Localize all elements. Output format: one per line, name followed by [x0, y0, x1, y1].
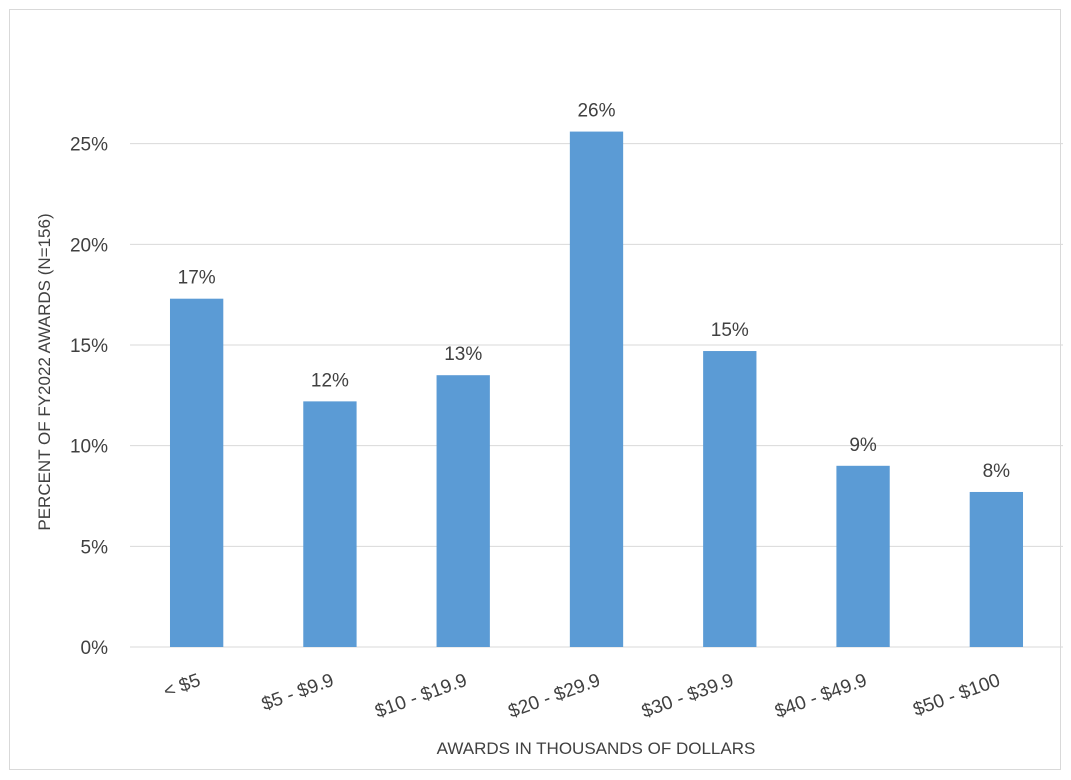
bar: [169, 298, 224, 647]
y-tick-label: 15%: [70, 336, 108, 357]
bar: [569, 131, 624, 647]
x-axis-ticks: < $5 $5 - $9.9 $10 - $19.9 $20 - $29.9 $30 -…: [161, 670, 1003, 723]
bar: [436, 375, 490, 647]
y-tick-label: 5%: [81, 537, 109, 558]
bar: [969, 491, 1024, 647]
data-label: 12%: [311, 370, 349, 391]
x-tick-label: $50 - $100: [911, 670, 1004, 721]
y-tick-label: 20%: [70, 235, 108, 256]
bar: [303, 401, 357, 647]
x-tick-label: $5 - $9.9: [259, 670, 337, 715]
x-tick-label: $40 - $49.9: [772, 670, 870, 723]
data-label: 17%: [178, 268, 216, 289]
data-label: 9%: [849, 435, 877, 456]
bar: [836, 465, 890, 647]
data-label: 15%: [711, 320, 749, 341]
x-tick-label: $20 - $29.9: [506, 670, 604, 723]
x-tick-label: $30 - $39.9: [639, 670, 737, 723]
bars: [169, 131, 1024, 647]
x-axis-title: AWARDS IN THOUSANDS OF DOLLARS: [437, 739, 756, 758]
y-tick-label: 0%: [81, 638, 109, 659]
bar: [703, 351, 757, 647]
x-tick-label: < $5: [161, 670, 203, 703]
y-axis-title: PERCENT OF FY2022 AWARDS (N=156): [35, 213, 54, 530]
x-tick-label: $10 - $19.9: [372, 670, 470, 723]
y-axis-ticks: 0% 5% 10% 15% 20% 25%: [70, 135, 108, 659]
data-labels: 17% 12% 13% 26% 15% 9% 8%: [178, 101, 1011, 482]
y-tick-label: 10%: [70, 437, 108, 458]
data-label: 13%: [444, 344, 482, 365]
y-tick-label: 25%: [70, 135, 108, 156]
data-label: 8%: [983, 461, 1011, 482]
data-label: 26%: [577, 101, 615, 122]
